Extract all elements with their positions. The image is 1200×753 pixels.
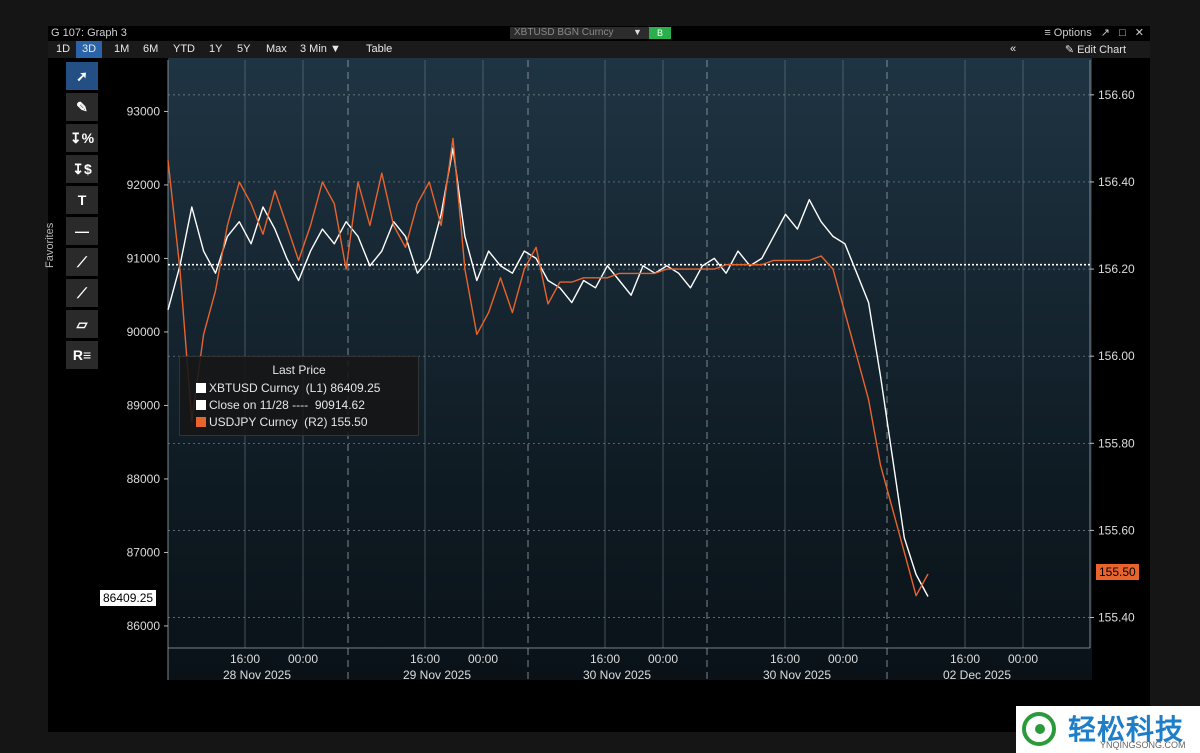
range-6m[interactable]: 6M: [143, 43, 159, 55]
legend-row-close: Close on 11/28 ---- 90914.62: [196, 398, 365, 412]
y-left-tick-label: 93000: [127, 104, 161, 118]
legend-swatch: [196, 400, 206, 410]
legend-text: XBTUSD Curncy (L1) 86409.25: [209, 381, 381, 395]
favorites-sidebar: Favorites: [44, 58, 66, 398]
watermark-logo: 轻松科技 YNQINGSONG.COM: [1016, 706, 1200, 753]
x-tick-label: 00:00: [1008, 652, 1038, 666]
xbtusd-line: [167, 147, 929, 597]
range-3d[interactable]: 3D: [76, 41, 103, 58]
title-bar: G 107: Graph 3 XBTUSD BGN Curncy ▼ B ≡ O…: [48, 26, 1150, 41]
x-date-label: 30 Nov 2025: [763, 668, 831, 682]
x-tick-label: 00:00: [828, 652, 858, 666]
usdjpy-line: [167, 137, 929, 597]
x-tick-label: 16:00: [410, 652, 440, 666]
y-right-tick-label: 156.40: [1098, 175, 1135, 189]
text-tool-icon[interactable]: T: [66, 186, 98, 214]
percent-icon[interactable]: ↧%: [66, 124, 98, 152]
range-toolbar: 1D 3D 1M 6M YTD 1Y 5Y Max 3 Min ▼ Table …: [48, 41, 1150, 58]
y-left-tick-label: 91000: [127, 251, 161, 265]
table-button[interactable]: Table: [366, 43, 393, 55]
y-right-tick-label: 156.20: [1098, 262, 1135, 276]
y-left-tick-label: 89000: [127, 398, 161, 412]
trend-line-icon[interactable]: ⟋: [66, 248, 98, 276]
grid: [167, 60, 1091, 680]
legend-text: USDJPY Curncy (R2) 155.50: [209, 415, 368, 429]
options-button[interactable]: ≡ Options: [1044, 27, 1092, 39]
x-tick-label: 16:00: [770, 652, 800, 666]
interval-select[interactable]: 3 Min ▼: [300, 43, 341, 55]
y-left-tick-label: 87000: [127, 545, 161, 559]
x-tick-label: 16:00: [590, 652, 620, 666]
x-tick-label: 00:00: [468, 652, 498, 666]
x-date-label: 30 Nov 2025: [583, 668, 651, 682]
range-ytd[interactable]: YTD: [173, 43, 195, 55]
x-tick-label: 00:00: [288, 652, 318, 666]
x-date-label: 28 Nov 2025: [223, 668, 291, 682]
legend-swatch: [196, 417, 206, 427]
right-last-price-label: 155.50: [1096, 564, 1139, 580]
legend-swatch: [196, 383, 206, 393]
axes: 16:00 28 Nov 2025 00:00 16:00 29 Nov 2025 00:…: [127, 88, 1135, 682]
x-date-label: 02 Dec 2025: [943, 668, 1011, 682]
close-icon[interactable]: ✕: [1134, 27, 1144, 39]
ray-line-icon[interactable]: ⟋: [66, 279, 98, 307]
x-tick-label: 16:00: [950, 652, 980, 666]
popout-icon[interactable]: ↗: [1100, 27, 1110, 39]
legend-text: Close on 11/28 ---- 90914.62: [209, 398, 365, 412]
ticker-dropdown-icon[interactable]: ▼: [633, 27, 642, 37]
y-left-tick-label: 92000: [127, 178, 161, 192]
y-left-tick-label: 88000: [127, 472, 161, 486]
range-5y[interactable]: 5Y: [237, 43, 251, 55]
legend-row-usdjpy: USDJPY Curncy (R2) 155.50: [196, 415, 368, 429]
r-list-icon[interactable]: R≡: [66, 341, 98, 369]
window-title: G 107: Graph 3: [51, 27, 127, 39]
y-right-tick-label: 155.80: [1098, 436, 1135, 450]
range-1m[interactable]: 1M: [114, 43, 130, 55]
y-left-tick-label: 90000: [127, 325, 161, 339]
logo-subtext: YNQINGSONG.COM: [1100, 740, 1186, 750]
legend-row-xbtusd: XBTUSD Curncy (L1) 86409.25: [196, 381, 380, 395]
y-left-tick-label: 86000: [127, 619, 161, 633]
chart-legend: Last Price XBTUSD Curncy (L1) 86409.25 C…: [179, 356, 419, 436]
channel-icon[interactable]: ▱: [66, 310, 98, 338]
x-tick-label: 00:00: [648, 652, 678, 666]
chart-window: G 107: Graph 3 XBTUSD BGN Curncy ▼ B ≡ O…: [44, 26, 1150, 732]
arrow-select-icon[interactable]: ➚: [66, 62, 98, 90]
collapse-icon[interactable]: «: [1010, 43, 1017, 55]
y-right-tick-label: 155.60: [1098, 523, 1135, 537]
x-tick-label: 16:00: [230, 652, 260, 666]
dollar-icon[interactable]: ↧$: [66, 155, 98, 183]
x-date-label: 29 Nov 2025: [403, 668, 471, 682]
y-right-tick-label: 156.00: [1098, 349, 1135, 363]
maximize-icon[interactable]: □: [1119, 27, 1126, 39]
legend-header: Last Price: [272, 363, 326, 377]
series-lines: [167, 137, 1090, 597]
edit-chart-button[interactable]: ✎ Edit Chart: [1064, 44, 1126, 56]
left-last-price-label: 86409.25: [100, 590, 157, 606]
pencil-icon[interactable]: ✎: [66, 93, 98, 121]
logo-mark-icon: [1022, 712, 1056, 746]
y-right-tick-label: 156.60: [1098, 88, 1135, 102]
range-1y[interactable]: 1Y: [209, 43, 223, 55]
drawing-tools: ➚ ✎ ↧% ↧$ T — ⟋ ⟋ ▱ R≡: [66, 62, 100, 372]
status-badge: B: [649, 27, 671, 39]
ticker-input[interactable]: XBTUSD BGN Curncy: [510, 27, 650, 39]
range-max[interactable]: Max: [266, 43, 287, 55]
window-controls: ≡ Options ↗ □ ✕: [1038, 26, 1144, 39]
range-1d[interactable]: 1D: [56, 43, 71, 55]
logo-text: 轻松科技: [1068, 714, 1185, 745]
y-right-tick-label: 155.40: [1098, 611, 1135, 625]
horizontal-line-icon[interactable]: —: [66, 217, 98, 245]
